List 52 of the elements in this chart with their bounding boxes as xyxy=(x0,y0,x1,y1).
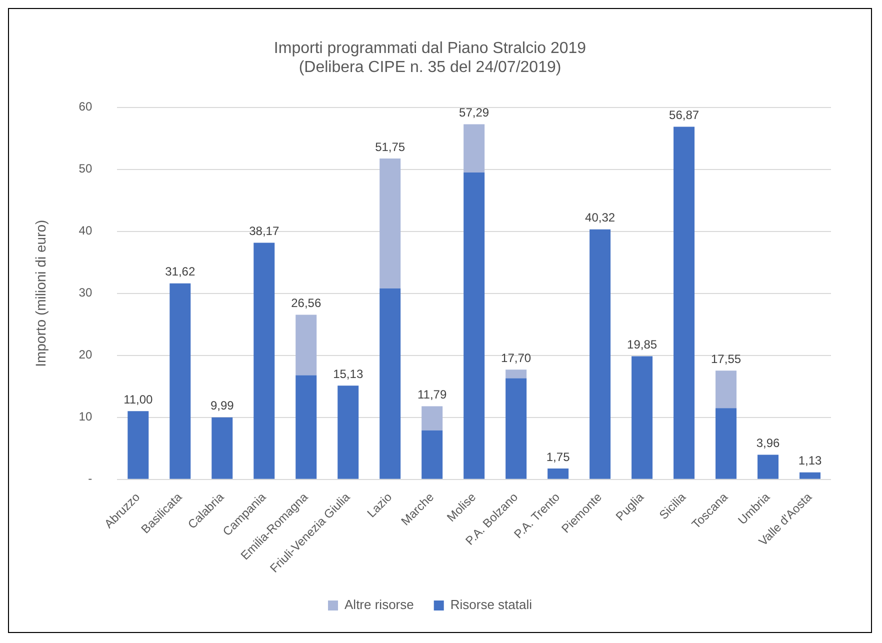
total-label: 1,13 xyxy=(798,454,822,468)
total-label: 40,32 xyxy=(585,210,616,225)
total-label: 3,96 xyxy=(756,436,780,450)
bar xyxy=(590,229,611,479)
bar xyxy=(716,408,737,479)
y-tick-label: 50 xyxy=(78,162,92,176)
bar xyxy=(506,378,527,479)
total-label: 11,00 xyxy=(124,392,154,406)
text: Importi programmati dal Piano Stralcio 2019 xyxy=(274,40,586,58)
y-tick-label: 10 xyxy=(78,410,92,424)
y-tick-label: - xyxy=(88,472,92,486)
total-label: 15,13 xyxy=(333,366,364,381)
total-label: 9,99 xyxy=(210,398,234,413)
bar xyxy=(296,314,317,376)
legend-label: Risorse statali xyxy=(450,597,532,612)
legend-label: Altre risorse xyxy=(344,597,414,612)
bar xyxy=(212,417,233,479)
bar xyxy=(380,158,401,288)
y-axis-title: Importo (milioni di euro) xyxy=(32,220,48,367)
total-label: 57,29 xyxy=(459,106,490,120)
total-label: 31,62 xyxy=(165,264,196,279)
y-tick-label: 20 xyxy=(78,348,92,362)
total-label: 38,17 xyxy=(249,224,280,238)
bar xyxy=(758,454,779,479)
bar xyxy=(632,356,653,479)
text: (Delibera CIPE n. 35 del 24/07/2019) xyxy=(298,59,562,76)
bar xyxy=(422,406,443,430)
total-label: 17,55 xyxy=(711,352,742,366)
total-label: 56,87 xyxy=(669,108,700,122)
bar xyxy=(464,124,485,172)
total-label: 1,75 xyxy=(546,450,570,464)
y-tick-label: 30 xyxy=(78,286,92,300)
bar xyxy=(380,288,401,479)
bar xyxy=(254,242,275,479)
y-tick-label: 40 xyxy=(78,224,92,238)
bar xyxy=(296,375,317,479)
total-label: 17,70 xyxy=(501,350,532,365)
bar xyxy=(338,386,359,479)
bar xyxy=(464,172,485,479)
total-label: 19,85 xyxy=(627,338,658,352)
bar xyxy=(128,411,149,479)
bar xyxy=(548,468,569,479)
total-label: 11,79 xyxy=(418,388,447,402)
bar xyxy=(170,283,191,479)
bar xyxy=(422,430,443,479)
bar xyxy=(800,472,820,479)
total-label: 26,56 xyxy=(291,296,322,310)
bar xyxy=(674,126,695,479)
bar xyxy=(716,370,737,408)
bar xyxy=(506,370,527,378)
total-label: 51,75 xyxy=(375,140,406,154)
y-tick-label: 60 xyxy=(78,100,92,114)
